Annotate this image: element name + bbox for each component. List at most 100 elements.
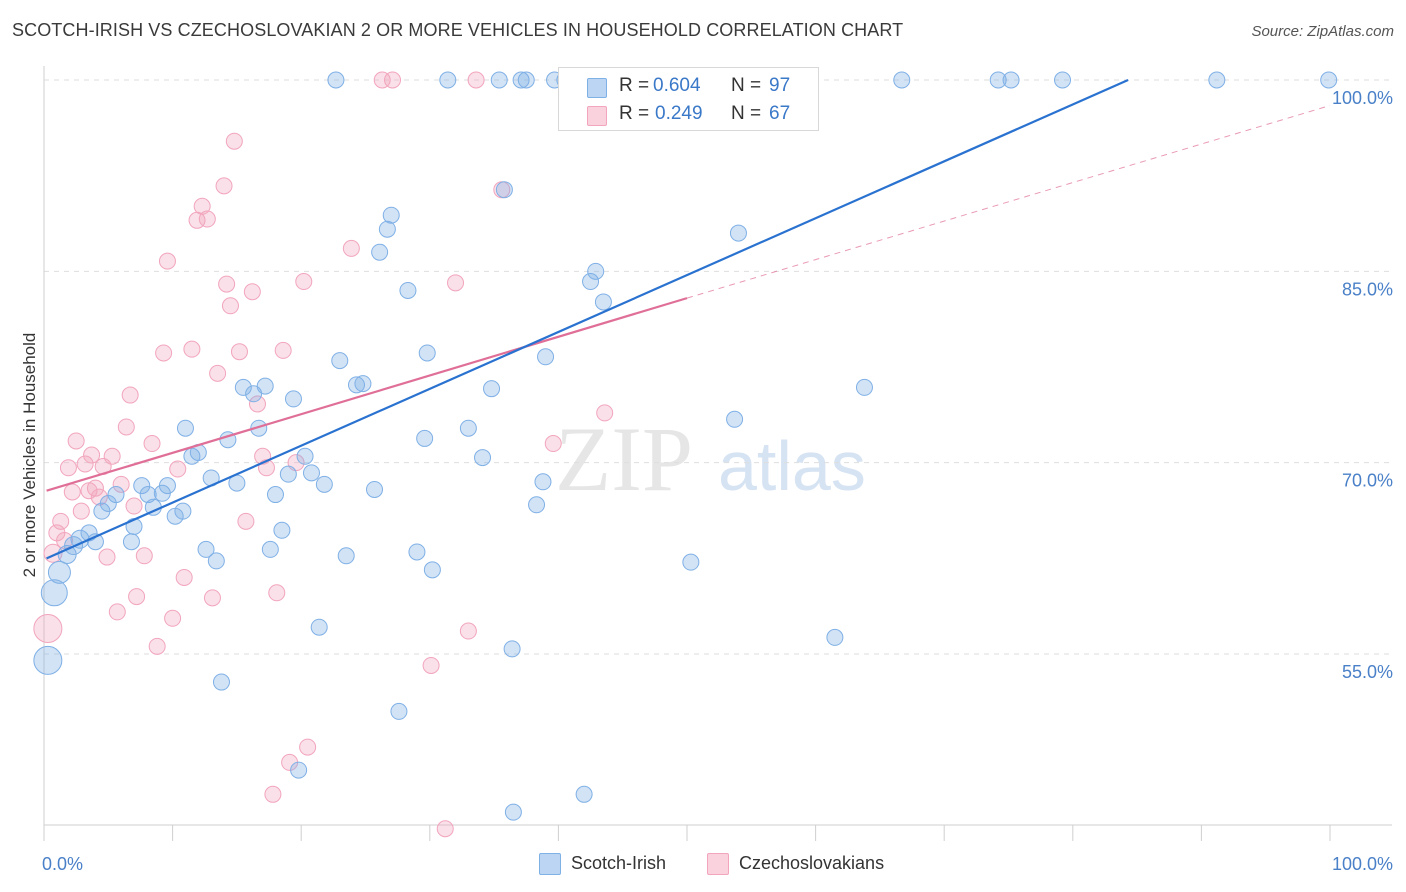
czechoslovakians-point <box>108 603 126 621</box>
scotch-irish-point <box>855 378 873 396</box>
scotch-irish-point <box>337 547 355 565</box>
x-tick-label: 100.0% <box>1332 854 1393 874</box>
scotch-irish-label: Scotch-Irish <box>571 853 667 873</box>
scotch-irish-point <box>158 477 176 495</box>
czechoslovakians-point <box>175 568 193 586</box>
scotch-irish-point <box>284 390 302 408</box>
czechoslovakians-point <box>63 483 81 501</box>
scotch-irish-point <box>512 71 530 89</box>
czechoslovakians-point <box>384 71 402 89</box>
scotch-irish-point <box>726 410 744 428</box>
scotch-irish-trend-line <box>46 78 1129 560</box>
legend-n-value: 67 <box>769 103 791 124</box>
czechoslovakians-point <box>121 386 139 404</box>
scotch-irish-point <box>483 380 501 398</box>
scotch-irish-point <box>594 293 612 311</box>
czechoslovakians-point <box>155 344 173 362</box>
scotch-irish-point <box>107 486 125 504</box>
y-tick-labels: 55.0% 70.0% 85.0% 100.0% <box>1332 88 1393 682</box>
scotch-irish-point <box>33 645 63 675</box>
czechoslovakians-point <box>215 177 233 195</box>
scotch-irish-point <box>273 521 291 539</box>
scotch-irish-point <box>378 220 396 238</box>
czechoslovakians-point <box>209 364 227 382</box>
scotch-irish-point <box>347 376 365 394</box>
legend-r-label: R = <box>619 75 650 96</box>
czechoslovakians-point <box>447 274 465 292</box>
czechoslovakians-point <box>225 132 243 150</box>
scotch-irish-point <box>327 71 345 89</box>
scotch-irish-point <box>490 71 508 89</box>
scotch-irish-point <box>582 273 600 291</box>
y-tick-label: 85.0% <box>1342 279 1393 299</box>
watermark: ZIP atlas <box>555 408 866 510</box>
watermark-zip: ZIP <box>555 408 693 510</box>
czechoslovakians-point <box>274 341 292 359</box>
scotch-irish-point <box>176 419 194 437</box>
scotch-irish-point <box>416 429 434 447</box>
y-tick-label: 70.0% <box>1342 471 1393 491</box>
scotch-irish-point <box>418 344 436 362</box>
scotch-irish-point <box>537 348 555 366</box>
scotch-irish-swatch <box>539 853 561 875</box>
czechoslovakians-point <box>193 197 211 215</box>
scotch-irish-point <box>371 243 389 261</box>
scotch-irish-point <box>47 560 71 584</box>
scotch-irish-point <box>40 579 68 607</box>
czechoslovakians-point <box>299 738 317 756</box>
legend-row-scotch-irish: R = 0.604 N = 97 <box>559 72 818 100</box>
czechoslovakians-point <box>158 252 176 270</box>
scotch-irish-point <box>302 464 320 482</box>
scotch-irish-point <box>893 71 911 89</box>
x-tick-labels: 0.0% 100.0% <box>42 854 1393 874</box>
scotch-irish-point <box>315 475 333 493</box>
legend-n-label: N = <box>731 75 762 96</box>
czechoslovakians-point <box>218 275 236 293</box>
y-tick-label: 55.0% <box>1342 662 1393 682</box>
scotch-irish-point <box>587 262 605 280</box>
scotch-irish-point <box>682 553 700 571</box>
scotch-irish-points <box>33 71 1338 821</box>
scotch-irish-point <box>331 352 349 370</box>
scotch-irish-point <box>290 761 308 779</box>
czechoslovakians-point <box>67 432 85 450</box>
scotch-irish-point <box>279 465 297 483</box>
scotch-irish-point <box>266 486 284 504</box>
scotch-irish-point <box>212 673 230 691</box>
scotch-irish-point <box>354 375 372 393</box>
scotch-irish-point <box>495 181 513 199</box>
axes <box>43 66 1392 841</box>
czechoslovakians-point <box>422 656 440 674</box>
czechoslovakians-swatch <box>587 106 607 126</box>
czechoslovakians-point <box>169 460 187 478</box>
czechoslovakians-trend-extension <box>686 105 1331 299</box>
czechoslovakians-point <box>230 343 248 361</box>
czechoslovakians-point <box>117 418 135 436</box>
czechoslovakians-point <box>268 584 286 602</box>
x-tick-label: 0.0% <box>42 854 83 874</box>
czechoslovakians-point <box>243 283 261 301</box>
scotch-irish-point <box>399 281 417 299</box>
scotch-irish-point <box>989 71 1007 89</box>
scotch-irish-point <box>133 477 151 495</box>
scotch-irish-point <box>575 785 593 803</box>
czechoslovakians-point <box>143 435 161 453</box>
scotch-irish-point <box>261 540 279 558</box>
trend-lines <box>46 78 1331 560</box>
czechoslovakians-point <box>72 502 90 520</box>
czechoslovakians-trend-line <box>46 297 688 492</box>
czechoslovakians-point <box>248 395 266 413</box>
czechoslovakians-point <box>128 588 146 606</box>
scotch-irish-point <box>207 552 225 570</box>
czechoslovakians-point <box>83 446 101 464</box>
czechoslovakians-point <box>33 613 63 643</box>
czechoslovakians-point <box>342 239 360 257</box>
czechoslovakians-point <box>164 609 182 627</box>
y-tick-label: 100.0% <box>1332 88 1393 108</box>
legend-r-value: 0.604 <box>653 75 701 96</box>
czechoslovakians-point <box>221 297 239 315</box>
czechoslovakians-point <box>52 512 70 530</box>
scotch-irish-point <box>408 543 426 561</box>
czechoslovakians-point <box>198 210 216 228</box>
chart-title: SCOTCH-IRISH VS CZECHOSLOVAKIAN 2 OR MOR… <box>12 20 904 40</box>
